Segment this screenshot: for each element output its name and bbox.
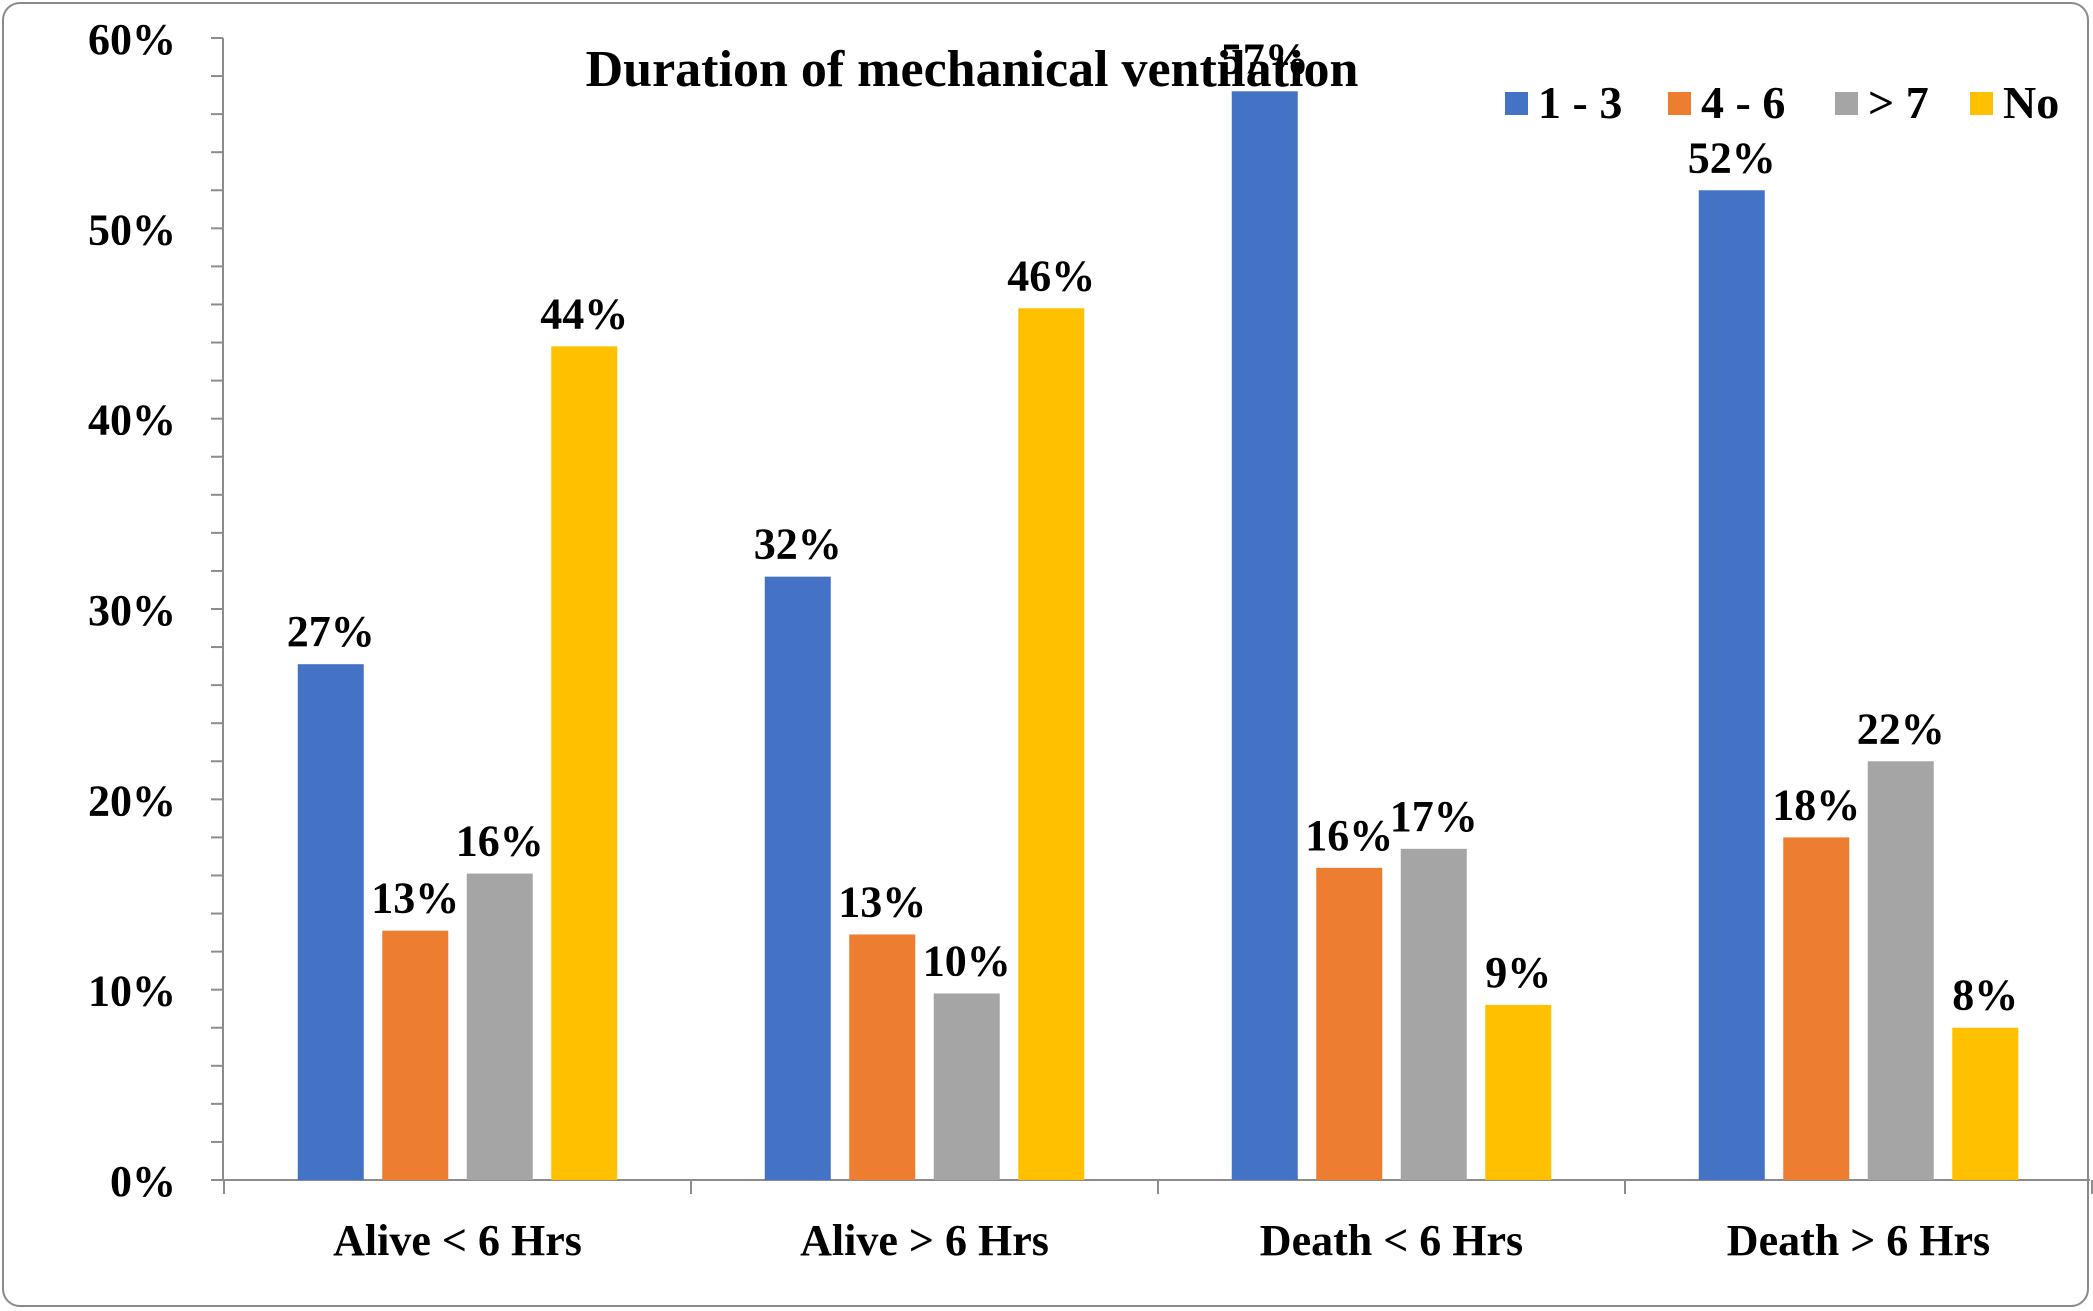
data-label: 52% [1688,133,1776,182]
y-tick-label: 10% [88,967,176,1016]
legend-swatch [1835,92,1858,115]
bar [382,930,449,1180]
legend: 1 - 3 4 - 6 > 7 No [1505,77,2059,128]
data-label: 18% [1772,780,1860,829]
x-category-label: Alive > 6 Hrs [800,1216,1049,1265]
data-label: 27% [287,607,375,656]
data-label: 9% [1485,948,1551,997]
chart-title: Duration of mechanical ventilation [586,41,1359,98]
bar [466,873,533,1180]
data-label: 22% [1857,704,1945,753]
legend-label: 4 - 6 [1701,77,1785,128]
x-category-label: Death > 6 Hrs [1727,1216,1990,1265]
bar [297,664,364,1180]
bar [1231,91,1298,1180]
bar [764,576,831,1180]
y-tick-label: 20% [88,776,176,825]
x-category-label: Death < 6 Hrs [1260,1216,1523,1265]
bar [849,934,916,1180]
bar [1485,1004,1552,1180]
x-category-label: Alive < 6 Hrs [333,1216,582,1265]
legend-swatch [1505,92,1528,115]
data-label: 13% [371,874,459,923]
legend-label: 1 - 3 [1538,77,1622,128]
bar [933,993,1000,1180]
y-tick-label: 30% [88,586,176,635]
data-label: 8% [1952,971,2018,1020]
data-label: 10% [923,936,1011,985]
legend-label: > 7 [1868,77,1929,128]
y-tick-label: 50% [88,205,176,254]
bars [297,91,2019,1181]
bar [1867,761,1934,1180]
legend-swatch [1668,92,1691,115]
bar-labels: 27% 32% 57% 52% 13% 13% 16% 18% 16% 10% 17% 22% 44% 4… [287,34,2019,1019]
data-label: 13% [838,877,926,926]
bar [1698,190,1765,1180]
bar [1316,867,1383,1180]
y-tick-label: 60% [88,15,176,64]
bar [1783,837,1850,1180]
bar [1018,308,1085,1181]
data-label: 57% [1221,34,1309,83]
legend-swatch [1970,92,1993,115]
data-label: 44% [540,289,628,338]
bar [551,346,618,1181]
data-label: 32% [754,520,842,569]
data-label: 16% [456,817,544,866]
legend-label: No [2003,77,2059,128]
bar [1952,1027,2019,1180]
data-label: 46% [1007,251,1095,300]
data-label: 16% [1305,811,1393,860]
y-tick-label: 40% [88,396,176,445]
bar [1400,848,1467,1180]
data-label: 17% [1390,792,1478,841]
axes: 0% 10% 20% 30% 40% 50% 60% Alive < 6 Hrs Alive >… [88,15,2093,1265]
y-tick-label: 0% [110,1157,176,1206]
